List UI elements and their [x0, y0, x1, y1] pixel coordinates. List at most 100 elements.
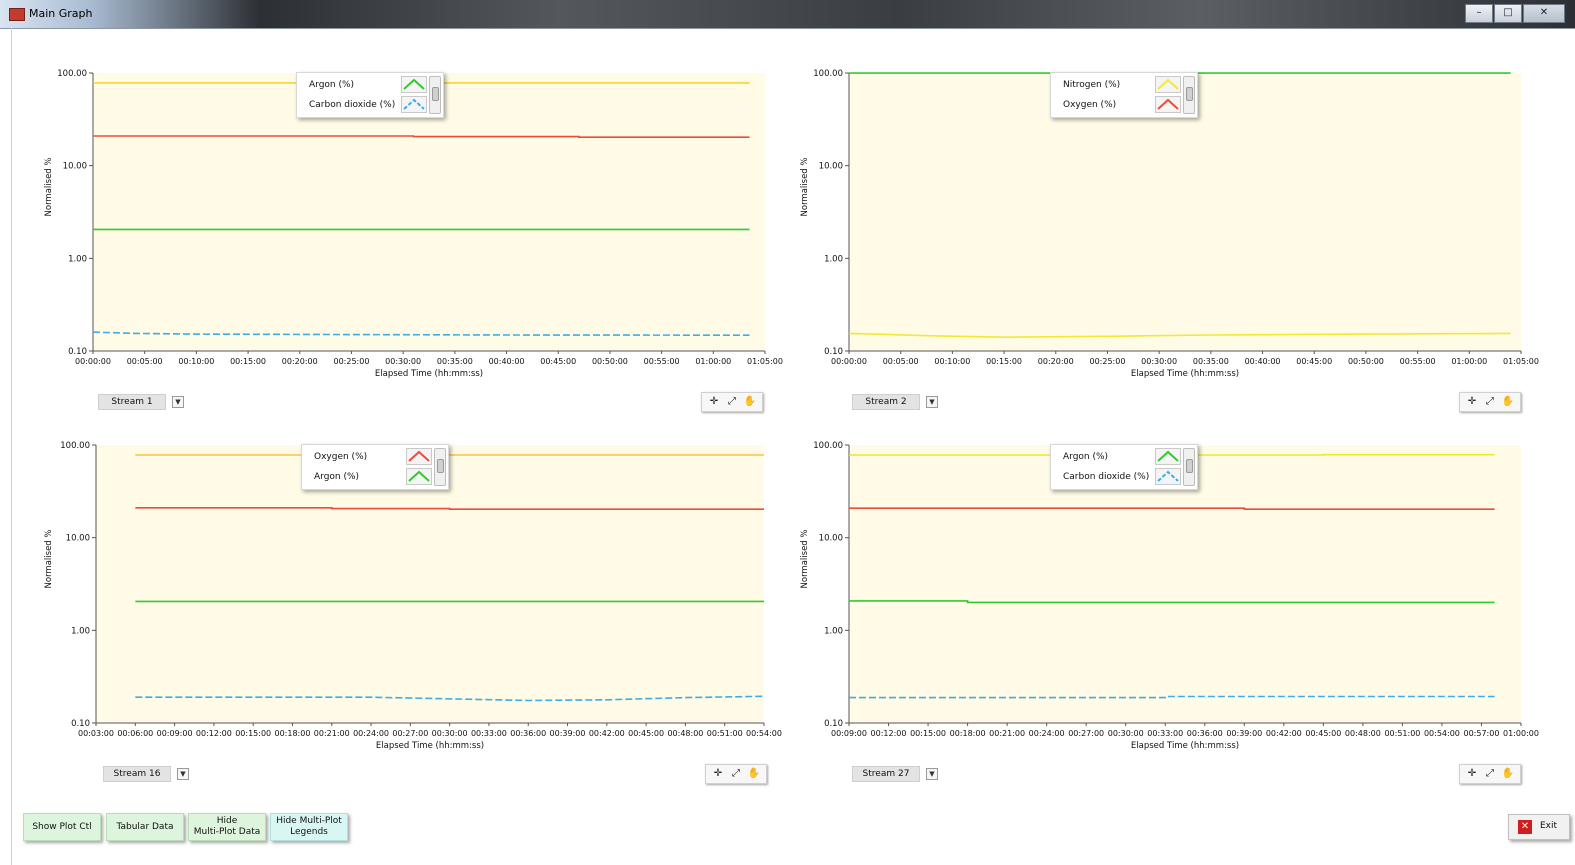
y-tick-label: 100.00: [813, 441, 843, 451]
button-label: Tabular Data: [116, 821, 174, 832]
x-tick-label: 00:33:00: [1147, 729, 1183, 738]
maximize-button[interactable]: □: [1494, 4, 1522, 23]
close-window-button[interactable]: ✕: [1523, 4, 1565, 23]
crosshair-icon[interactable]: ✛: [713, 768, 723, 779]
x-tick-label: 00:18:00: [275, 729, 311, 738]
x-tick-label: 00:15:00: [235, 729, 271, 738]
series-line: [849, 507, 1495, 510]
x-tick-label: 00:25:00: [333, 357, 369, 366]
graph-palette: ✛ ⤢ ✋: [705, 764, 767, 784]
y-tick-label: 0.10: [68, 347, 87, 357]
crosshair-icon[interactable]: ✛: [1467, 396, 1477, 407]
x-tick-label: 00:06:00: [117, 729, 153, 738]
show-plot-ctl-button[interactable]: Show Plot Ctl: [23, 813, 101, 841]
y-tick-label: 1.00: [71, 626, 90, 636]
plot-area: [849, 445, 1521, 723]
graph-palette: ✛ ⤢ ✋: [1459, 392, 1521, 412]
y-tick-label: 100.00: [813, 69, 843, 79]
x-tick-label: 01:05:00: [747, 357, 783, 366]
x-tick-label: 00:15:00: [230, 357, 266, 366]
legend-swatch[interactable]: [1155, 448, 1181, 465]
series-line: [849, 695, 1495, 699]
hide-multi-plot-legends-button[interactable]: Hide Multi-Plot Legends: [270, 813, 348, 841]
pan-hand-icon[interactable]: ✋: [747, 768, 761, 779]
y-tick-label: 1.00: [824, 626, 843, 636]
series-line: [135, 695, 765, 702]
x-tick-label: 01:00:00: [1503, 729, 1539, 738]
zoom-icon[interactable]: ⤢: [1486, 396, 1494, 407]
stream-selector[interactable]: Stream 16: [103, 766, 171, 782]
x-tick-label: 00:30:00: [385, 357, 421, 366]
x-tick-label: 00:55:00: [1400, 357, 1436, 366]
y-axis-label: Normalised %: [44, 158, 54, 217]
x-tick-label: 00:33:00: [471, 729, 507, 738]
y-tick-label: 0.10: [71, 719, 90, 729]
x-tick-label: 00:12:00: [196, 729, 232, 738]
x-tick-label: 00:27:00: [1068, 729, 1104, 738]
chevron-down-icon[interactable]: ▼: [172, 396, 184, 408]
legend-swatch[interactable]: [401, 96, 427, 113]
legend-label: Argon (%): [314, 472, 360, 482]
legend-scrollbar[interactable]: [1183, 76, 1195, 114]
exit-button[interactable]: ✕ Exit: [1508, 814, 1570, 840]
legend-label: Carbon dioxide (%): [309, 100, 396, 110]
legend-scrollbar[interactable]: [429, 76, 441, 114]
x-tick-label: 00:30:00: [1141, 357, 1177, 366]
chevron-down-icon[interactable]: ▼: [926, 396, 938, 408]
series-line: [135, 507, 764, 510]
legend-scrollbar[interactable]: [434, 448, 446, 486]
chart-stream-2: 0.10 1.00 10.00 100.00 00:00:00 00:05:00 00:10…: [796, 62, 1556, 442]
crosshair-icon[interactable]: ✛: [1467, 768, 1477, 779]
plot-legend: Oxygen (%) Argon (%): [301, 444, 449, 490]
x-tick-label: 00:45:00: [628, 729, 664, 738]
y-tick-label: 1.00: [824, 254, 843, 264]
x-tick-label: 00:40:00: [1245, 357, 1281, 366]
y-axis-label: Normalised %: [800, 530, 810, 589]
legend-swatch[interactable]: [1155, 76, 1181, 93]
window-controls: – □ ✕: [1465, 4, 1565, 23]
x-axis-label: Elapsed Time (hh:mm:ss): [1131, 741, 1239, 751]
legend-swatch[interactable]: [406, 448, 432, 465]
stream-selector[interactable]: Stream 2: [852, 394, 920, 410]
legend-swatch[interactable]: [401, 76, 427, 93]
legend-scrollbar[interactable]: [1183, 448, 1195, 486]
legend-label: Carbon dioxide (%): [1063, 472, 1150, 482]
crosshair-icon[interactable]: ✛: [709, 396, 719, 407]
x-tick-label: 00:15:00: [986, 357, 1022, 366]
minimize-button[interactable]: –: [1465, 4, 1493, 23]
legend-label: Oxygen (%): [1063, 100, 1117, 110]
pan-hand-icon[interactable]: ✋: [1501, 396, 1515, 407]
x-tick-label: 00:21:00: [989, 729, 1025, 738]
x-tick-label: 00:50:00: [592, 357, 628, 366]
y-tick-label: 10.00: [819, 534, 843, 544]
pan-hand-icon[interactable]: ✋: [1501, 768, 1515, 779]
tabular-data-button[interactable]: Tabular Data: [106, 813, 184, 841]
x-tick-label: 00:36:00: [1187, 729, 1223, 738]
chevron-down-icon[interactable]: ▼: [926, 768, 938, 780]
zoom-icon[interactable]: ⤢: [1486, 768, 1494, 779]
series-line: [93, 135, 750, 138]
x-tick-label: 00:54:00: [1424, 729, 1460, 738]
chart-stream-1: 0.10 1.00 10.00 100.00 00:00:00 00:05:00 00:10…: [40, 62, 800, 442]
legend-swatch[interactable]: [406, 468, 432, 485]
chevron-down-icon[interactable]: ▼: [177, 768, 189, 780]
legend-swatch[interactable]: [1155, 468, 1181, 485]
x-axis-label: Elapsed Time (hh:mm:ss): [376, 741, 484, 751]
zoom-icon[interactable]: ⤢: [732, 768, 740, 779]
pan-hand-icon[interactable]: ✋: [743, 396, 757, 407]
x-tick-label: 00:24:00: [1029, 729, 1065, 738]
x-tick-label: 00:57:00: [1464, 729, 1500, 738]
graph-palette: ✛ ⤢ ✋: [1459, 764, 1521, 784]
legend-swatch[interactable]: [1155, 96, 1181, 113]
hide-multi-plot-data-button[interactable]: Hide Multi-Plot Data: [188, 813, 266, 841]
stream-selector[interactable]: Stream 27: [852, 766, 920, 782]
x-tick-label: 00:42:00: [589, 729, 625, 738]
x-tick-label: 00:15:00: [910, 729, 946, 738]
zoom-icon[interactable]: ⤢: [728, 396, 736, 407]
x-tick-label: 01:05:00: [1503, 357, 1539, 366]
x-tick-label: 00:35:00: [1193, 357, 1229, 366]
stream-selector[interactable]: Stream 1: [98, 394, 166, 410]
y-axis-label: Normalised %: [800, 158, 810, 217]
x-tick-label: 00:45:00: [1305, 729, 1341, 738]
exit-icon: ✕: [1518, 820, 1532, 834]
